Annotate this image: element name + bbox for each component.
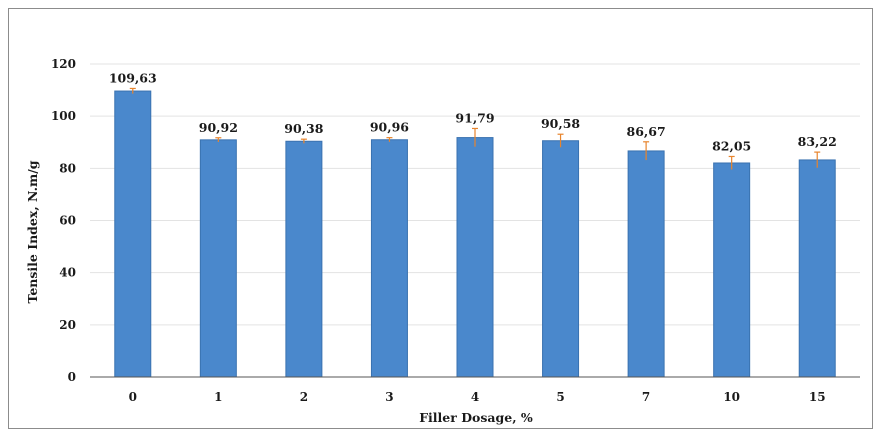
y-tick-label: 100: [51, 109, 76, 123]
x-tick-label: 2: [300, 390, 308, 404]
data-label: 90,38: [284, 121, 323, 136]
bar: [713, 162, 751, 378]
bar: [114, 90, 152, 378]
x-tick-label: 5: [556, 390, 564, 404]
y-axis-title: Tensile Index, N.m/g: [25, 160, 40, 303]
y-axis-ticks: 0 20 40 60 80 100 120: [51, 57, 76, 384]
x-tick-label: 7: [642, 390, 650, 404]
y-tick-label: 60: [59, 214, 76, 228]
bar: [199, 139, 237, 378]
bar: [627, 150, 665, 378]
x-axis-ticks: 0 1 2 3 4 5 7 10 15: [129, 390, 826, 404]
data-labels: 109,63 90,92 90,38 90,96 91,79 90,58 86,67 82,0…: [109, 70, 837, 153]
error-bar: [472, 127, 478, 147]
error-bar: [814, 151, 821, 168]
y-tick-label: 0: [68, 370, 76, 384]
bar: [798, 159, 836, 378]
x-tick-label: 10: [723, 390, 740, 404]
data-label: 90,92: [199, 120, 238, 135]
error-bar: [557, 133, 564, 148]
y-tick-label: 80: [59, 161, 76, 175]
error-bar: [643, 141, 650, 161]
y-tick-label: 120: [51, 57, 76, 71]
data-label: 82,05: [712, 138, 751, 153]
x-tick-label: 3: [385, 390, 393, 404]
data-label: 109,63: [109, 70, 157, 85]
data-label: 83,22: [798, 134, 837, 149]
data-label: 86,67: [627, 124, 666, 139]
x-axis-title: Filler Dosage, %: [419, 410, 533, 425]
error-bar: [728, 155, 735, 170]
data-label: 91,79: [455, 110, 494, 125]
y-tick-label: 40: [59, 266, 76, 280]
bar: [285, 140, 323, 378]
x-tick-label: 4: [471, 390, 479, 404]
error-bar: [129, 87, 136, 94]
data-label: 90,58: [541, 116, 580, 131]
y-tick-label: 20: [59, 318, 76, 332]
x-tick-label: 15: [809, 390, 826, 404]
bar: [542, 140, 580, 378]
x-tick-label: 0: [129, 390, 137, 404]
data-label: 90,96: [370, 120, 409, 135]
x-tick-label: 1: [214, 390, 222, 404]
bar: [456, 137, 494, 378]
error-bar: [386, 137, 393, 142]
error-bar: [300, 138, 307, 144]
bar: [370, 139, 408, 378]
error-bar: [215, 137, 222, 142]
error-bars: [129, 87, 821, 170]
